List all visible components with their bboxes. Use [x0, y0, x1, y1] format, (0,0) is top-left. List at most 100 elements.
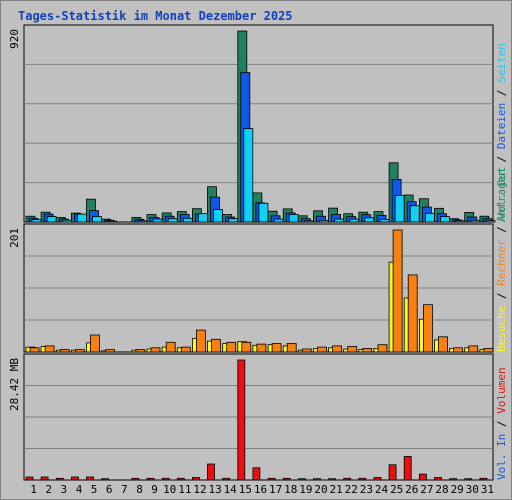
bar-volumen-day-30 [464, 478, 473, 481]
bar-volumen-day-26 [403, 455, 412, 481]
bar-seiten-day-1 [31, 219, 42, 223]
bar-volumen-day-17 [267, 477, 276, 481]
series-rechner [29, 229, 494, 353]
bar-rechner-day-18 [286, 343, 297, 353]
x-tick-day-27: 27 [420, 483, 433, 496]
panel-3: 28.42 MB [8, 353, 494, 481]
bar-volumen-day-23 [358, 477, 367, 481]
bar-seiten-day-5 [92, 216, 102, 223]
x-tick-day-11: 11 [178, 483, 191, 496]
x-tick-day-1: 1 [30, 483, 37, 496]
bar-seiten-day-31 [485, 220, 496, 223]
x-tick-day-22: 22 [345, 483, 358, 496]
bar-volumen-day-2 [40, 476, 49, 481]
bar-seiten-day-17 [273, 218, 284, 223]
chart-title: Tages-Statistik im Monat Dezember 2025 [18, 9, 293, 23]
legend-volumen: Volumen [495, 367, 508, 413]
bar-seiten-day-13 [213, 209, 223, 223]
bar-rechner-day-19 [301, 348, 312, 353]
bar-rechner-day-3 [59, 349, 70, 353]
bar-volumen-day-31 [479, 477, 488, 481]
x-tick-day-6: 6 [106, 483, 113, 496]
bar-seiten-day-22 [349, 218, 360, 223]
x-tick-day-9: 9 [151, 483, 158, 496]
bar-rechner-day-9 [150, 347, 161, 353]
x-tick-day-21: 21 [329, 483, 342, 496]
bar-rechner-day-15 [241, 341, 252, 353]
bar-seiten-day-8 [137, 220, 148, 223]
bar-rechner-day-1 [29, 347, 40, 353]
bar-volumen-day-28 [434, 477, 442, 481]
side-legend-panel-3: Vol. In / Volumen [495, 367, 508, 480]
bar-volumen-day-24 [373, 477, 382, 481]
bar-seiten-day-19 [303, 220, 314, 223]
bar-seiten-day-2 [46, 216, 57, 223]
x-tick-day-29: 29 [451, 483, 464, 496]
bar-rechner-day-22 [347, 346, 358, 353]
y-max-label: 201 [8, 228, 21, 248]
legend-seiten: Seiten [495, 43, 508, 83]
x-tick-day-3: 3 [60, 483, 67, 496]
legend-vol-out: Vol. Out [495, 167, 508, 220]
bar-volumen-day-3 [55, 477, 64, 481]
chart-panels: 920 201 28.42 MB [8, 24, 496, 481]
x-tick-day-20: 20 [314, 483, 327, 496]
series-seiten [31, 128, 496, 223]
bar-rechner-day-28 [438, 336, 448, 353]
bar-volumen-day-25 [388, 464, 397, 481]
bar-seiten-day-21 [334, 218, 345, 223]
bar-rechner-day-24 [377, 344, 388, 353]
bar-volumen-day-11 [176, 477, 185, 481]
bar-seiten-day-26 [409, 205, 420, 223]
x-tick-day-15: 15 [239, 483, 252, 496]
bar-seiten-day-12 [197, 213, 208, 223]
bar-rechner-day-23 [362, 347, 373, 353]
legend-separator: / [495, 149, 508, 169]
bar-rechner-day-8 [135, 349, 146, 353]
side-legend-panel-1: Anfragen / Dateien / Seiten [495, 43, 508, 222]
bar-rechner-day-5 [90, 334, 100, 353]
panel-1: 920 [8, 24, 496, 223]
bar-volumen-day-6 [101, 478, 109, 481]
x-tick-day-25: 25 [390, 483, 403, 496]
bar-volumen-day-22 [343, 477, 352, 481]
bar-volumen-day-1 [25, 476, 34, 481]
bar-rechner-day-14 [226, 341, 237, 353]
legend-separator: / [495, 414, 508, 434]
bar-seiten-day-14 [228, 218, 239, 223]
bar-rechner-day-30 [468, 345, 479, 353]
x-tick-day-16: 16 [254, 483, 267, 496]
x-tick-day-17: 17 [269, 483, 282, 496]
bar-rechner-day-31 [483, 347, 494, 353]
bar-seiten-day-6 [107, 220, 117, 223]
bar-seiten-day-10 [167, 218, 178, 223]
bar-rechner-day-20 [317, 346, 327, 353]
bar-volumen-day-4 [71, 476, 79, 481]
x-tick-day-19: 19 [299, 483, 312, 496]
legend-vol-in: Vol. In [495, 434, 508, 480]
bar-volumen-day-13 [207, 463, 215, 481]
bar-volumen-day-8 [131, 477, 140, 481]
bar-seiten-day-4 [77, 213, 87, 223]
bar-volumen-day-18 [282, 477, 291, 481]
bar-volumen-day-12 [191, 477, 200, 481]
bar-rechner-day-26 [407, 274, 418, 353]
bar-rechner-day-29 [453, 347, 464, 353]
bar-seiten-day-28 [440, 216, 450, 223]
bar-rechner-day-25 [392, 229, 403, 353]
bar-rechner-day-27 [422, 304, 433, 353]
legend-separator: / [495, 286, 508, 306]
bar-seiten-day-16 [258, 202, 269, 223]
bar-rechner-day-17 [271, 343, 282, 353]
bar-volumen-day-15 [237, 359, 246, 481]
bar-seiten-day-15 [243, 128, 254, 223]
x-tick-day-18: 18 [284, 483, 297, 496]
x-tick-day-28: 28 [435, 483, 448, 496]
legend-rechner: Rechner [495, 239, 508, 286]
bar-volumen-day-16 [252, 467, 261, 481]
bar-seiten-day-24 [379, 219, 390, 223]
x-tick-day-8: 8 [136, 483, 143, 496]
x-tick-day-5: 5 [91, 483, 98, 496]
